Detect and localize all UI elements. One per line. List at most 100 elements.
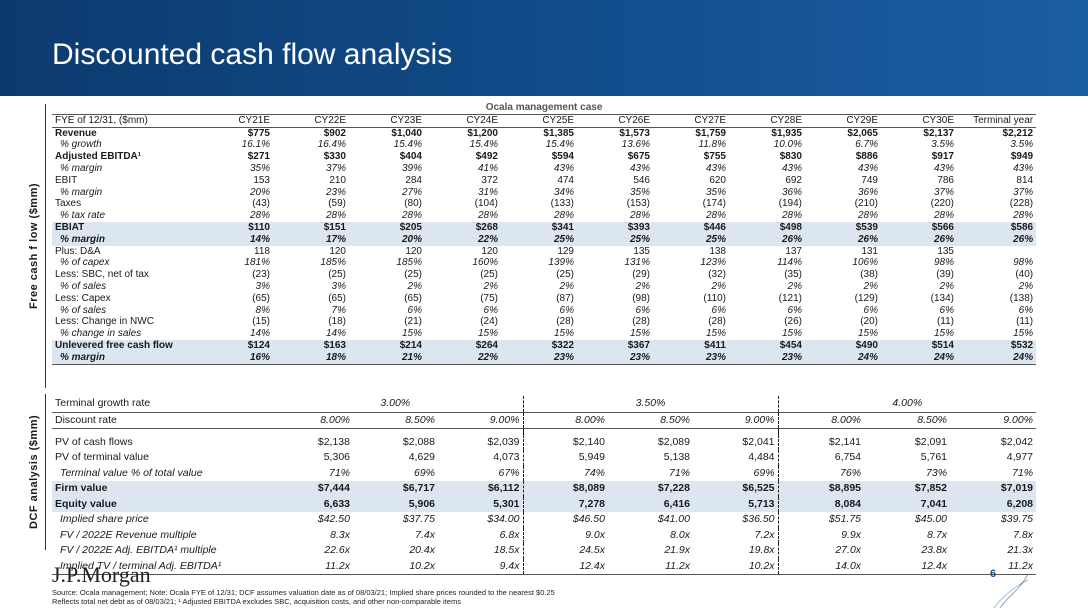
table-cell: $949 xyxy=(1010,151,1034,163)
table-cell: 23% xyxy=(577,351,653,365)
table-cell: $6,525 xyxy=(693,481,779,497)
table-cell: (65) xyxy=(404,292,422,304)
column-header: CY21E xyxy=(197,114,273,128)
table-cell: 39% xyxy=(401,162,422,174)
row-label: Equity value xyxy=(52,496,268,512)
table-cell: $1,040 xyxy=(391,127,422,139)
table-cell: 20% xyxy=(249,186,270,198)
table-cell: 28% xyxy=(477,210,498,222)
table-cell: 3% xyxy=(331,280,346,292)
table-cell: 5,906 xyxy=(353,496,438,512)
table-cell: 139% xyxy=(548,257,574,269)
column-header: CY27E xyxy=(653,114,729,128)
table-cell: (26) xyxy=(784,316,802,328)
table-cell: 6% xyxy=(483,304,498,316)
table-cell: 23% xyxy=(729,351,805,365)
table-cell: 8.3x xyxy=(330,528,350,541)
table-cell: 23.8x xyxy=(921,544,948,556)
table-cell: 284 xyxy=(405,174,422,186)
table-cell xyxy=(957,246,1036,258)
table-cell: 9.00% xyxy=(438,412,524,429)
table-row: Implied TV / terminal Adj. EBITDA¹ 11.2x 1… xyxy=(52,558,1037,575)
row-label: FV / 2022E Revenue multiple xyxy=(60,528,197,541)
table-cell: 28% xyxy=(325,210,346,222)
table-cell: 8,084 xyxy=(778,496,865,512)
table-cell: 4,484 xyxy=(693,450,779,466)
page-title: Discounted cash flow analysis xyxy=(52,38,453,71)
table-cell: $830 xyxy=(779,151,802,163)
table-cell: $1,385 xyxy=(543,127,574,139)
table-cell: 25% xyxy=(501,233,577,246)
table-cell: 74% xyxy=(583,466,605,479)
table-cell: $886 xyxy=(855,151,878,163)
table-cell: 16.4% xyxy=(317,139,346,151)
table-cell: $514 xyxy=(881,339,957,352)
table-cell: $2,091 xyxy=(914,435,948,448)
table-cell: (25) xyxy=(480,269,498,281)
row-label: Firm value xyxy=(52,481,268,497)
table-cell: (129) xyxy=(854,292,878,304)
table-cell: (39) xyxy=(936,269,954,281)
table-cell: 20% xyxy=(349,233,425,246)
table-cell: 7,278 xyxy=(523,496,608,512)
table-cell: 28% xyxy=(553,210,574,222)
table-cell: 17% xyxy=(273,233,349,246)
table-cell: 16% xyxy=(197,351,273,365)
table-cell: 8.50% xyxy=(353,412,438,429)
table-cell: 34% xyxy=(553,186,574,198)
table-cell: 2% xyxy=(1018,280,1034,292)
table-cell: $2,042 xyxy=(1000,435,1034,448)
table-row: Less: SBC, net of tax (23) (25) (25) (25) (25… xyxy=(52,269,1036,281)
table-cell: (104) xyxy=(474,198,498,210)
table-cell: 3.5% xyxy=(1010,139,1034,151)
row-label: Less: Change in NWC xyxy=(55,316,154,328)
table-cell: $586 xyxy=(957,221,1037,234)
dcf-analysis-table: Terminal growth rate 3.00% 3.50% 4.00% Disco… xyxy=(52,396,1037,575)
table-cell: 15% xyxy=(553,328,574,340)
table-cell: 135 xyxy=(937,245,954,257)
table-cell: 21.9x xyxy=(664,544,690,556)
table-row: EBIT 153 210 284 372 474 546 620 692 749 786 814 xyxy=(52,175,1036,187)
table-cell: 9.4x xyxy=(438,558,524,575)
table-cell: $151 xyxy=(273,221,349,234)
table-cell: 8.0x xyxy=(670,528,690,541)
table-cell: 26% xyxy=(881,233,957,246)
row-label: Implied share price xyxy=(60,513,149,525)
table-cell: 6% xyxy=(711,304,726,316)
table-cell: 120 xyxy=(481,245,498,257)
table-cell: (65) xyxy=(328,292,346,304)
table-cell: $2,138 xyxy=(317,435,350,448)
footnote-line-2: Reflects total net debt as of 08/03/21; … xyxy=(52,597,461,606)
table-cell: (24) xyxy=(480,316,498,328)
table-cell: $37.75 xyxy=(402,513,435,525)
table-cell: 6% xyxy=(1018,304,1034,316)
table-cell: 37% xyxy=(325,162,346,174)
table-cell: (25) xyxy=(556,269,574,281)
table-cell: 8.00% xyxy=(523,412,608,429)
row-label: % margin xyxy=(60,186,103,198)
column-header: CY28E xyxy=(729,114,805,128)
table-cell: 114% xyxy=(777,257,802,269)
table-cell: $367 xyxy=(577,339,653,352)
table-cell: $205 xyxy=(349,221,425,234)
table-cell: 135 xyxy=(633,245,650,257)
table-cell: $268 xyxy=(425,221,501,234)
footnote-line-1: Source: Ocala management; Note: Ocala FY… xyxy=(52,588,555,597)
row-label: % margin xyxy=(60,162,103,174)
row-label: % margin xyxy=(52,233,197,246)
table-cell: (228) xyxy=(1009,198,1034,210)
table-cell: (98) xyxy=(632,292,650,304)
table-cell: (11) xyxy=(936,316,954,328)
table-cell: 28% xyxy=(401,210,422,222)
table-cell: 37% xyxy=(933,186,954,198)
table-cell: (23) xyxy=(252,269,270,281)
column-header: Terminal year xyxy=(957,114,1037,128)
table-row: % tax rate 28% 28% 28% 28% 28% 28% 28% 28% 28% 28%… xyxy=(52,210,1036,222)
table-row: Equity value 6,633 5,906 5,301 7,278 6,416 5,7… xyxy=(52,496,1037,512)
table-cell: 71% xyxy=(328,466,350,479)
table-cell: 8.7x xyxy=(927,528,948,541)
table-cell: 8% xyxy=(255,304,270,316)
row-label: PV of cash flows xyxy=(55,435,133,448)
free-cash-flow-table: Ocala management case FYE of 12/31, ($mm)… xyxy=(52,102,1037,365)
table-cell: 27% xyxy=(401,186,422,198)
